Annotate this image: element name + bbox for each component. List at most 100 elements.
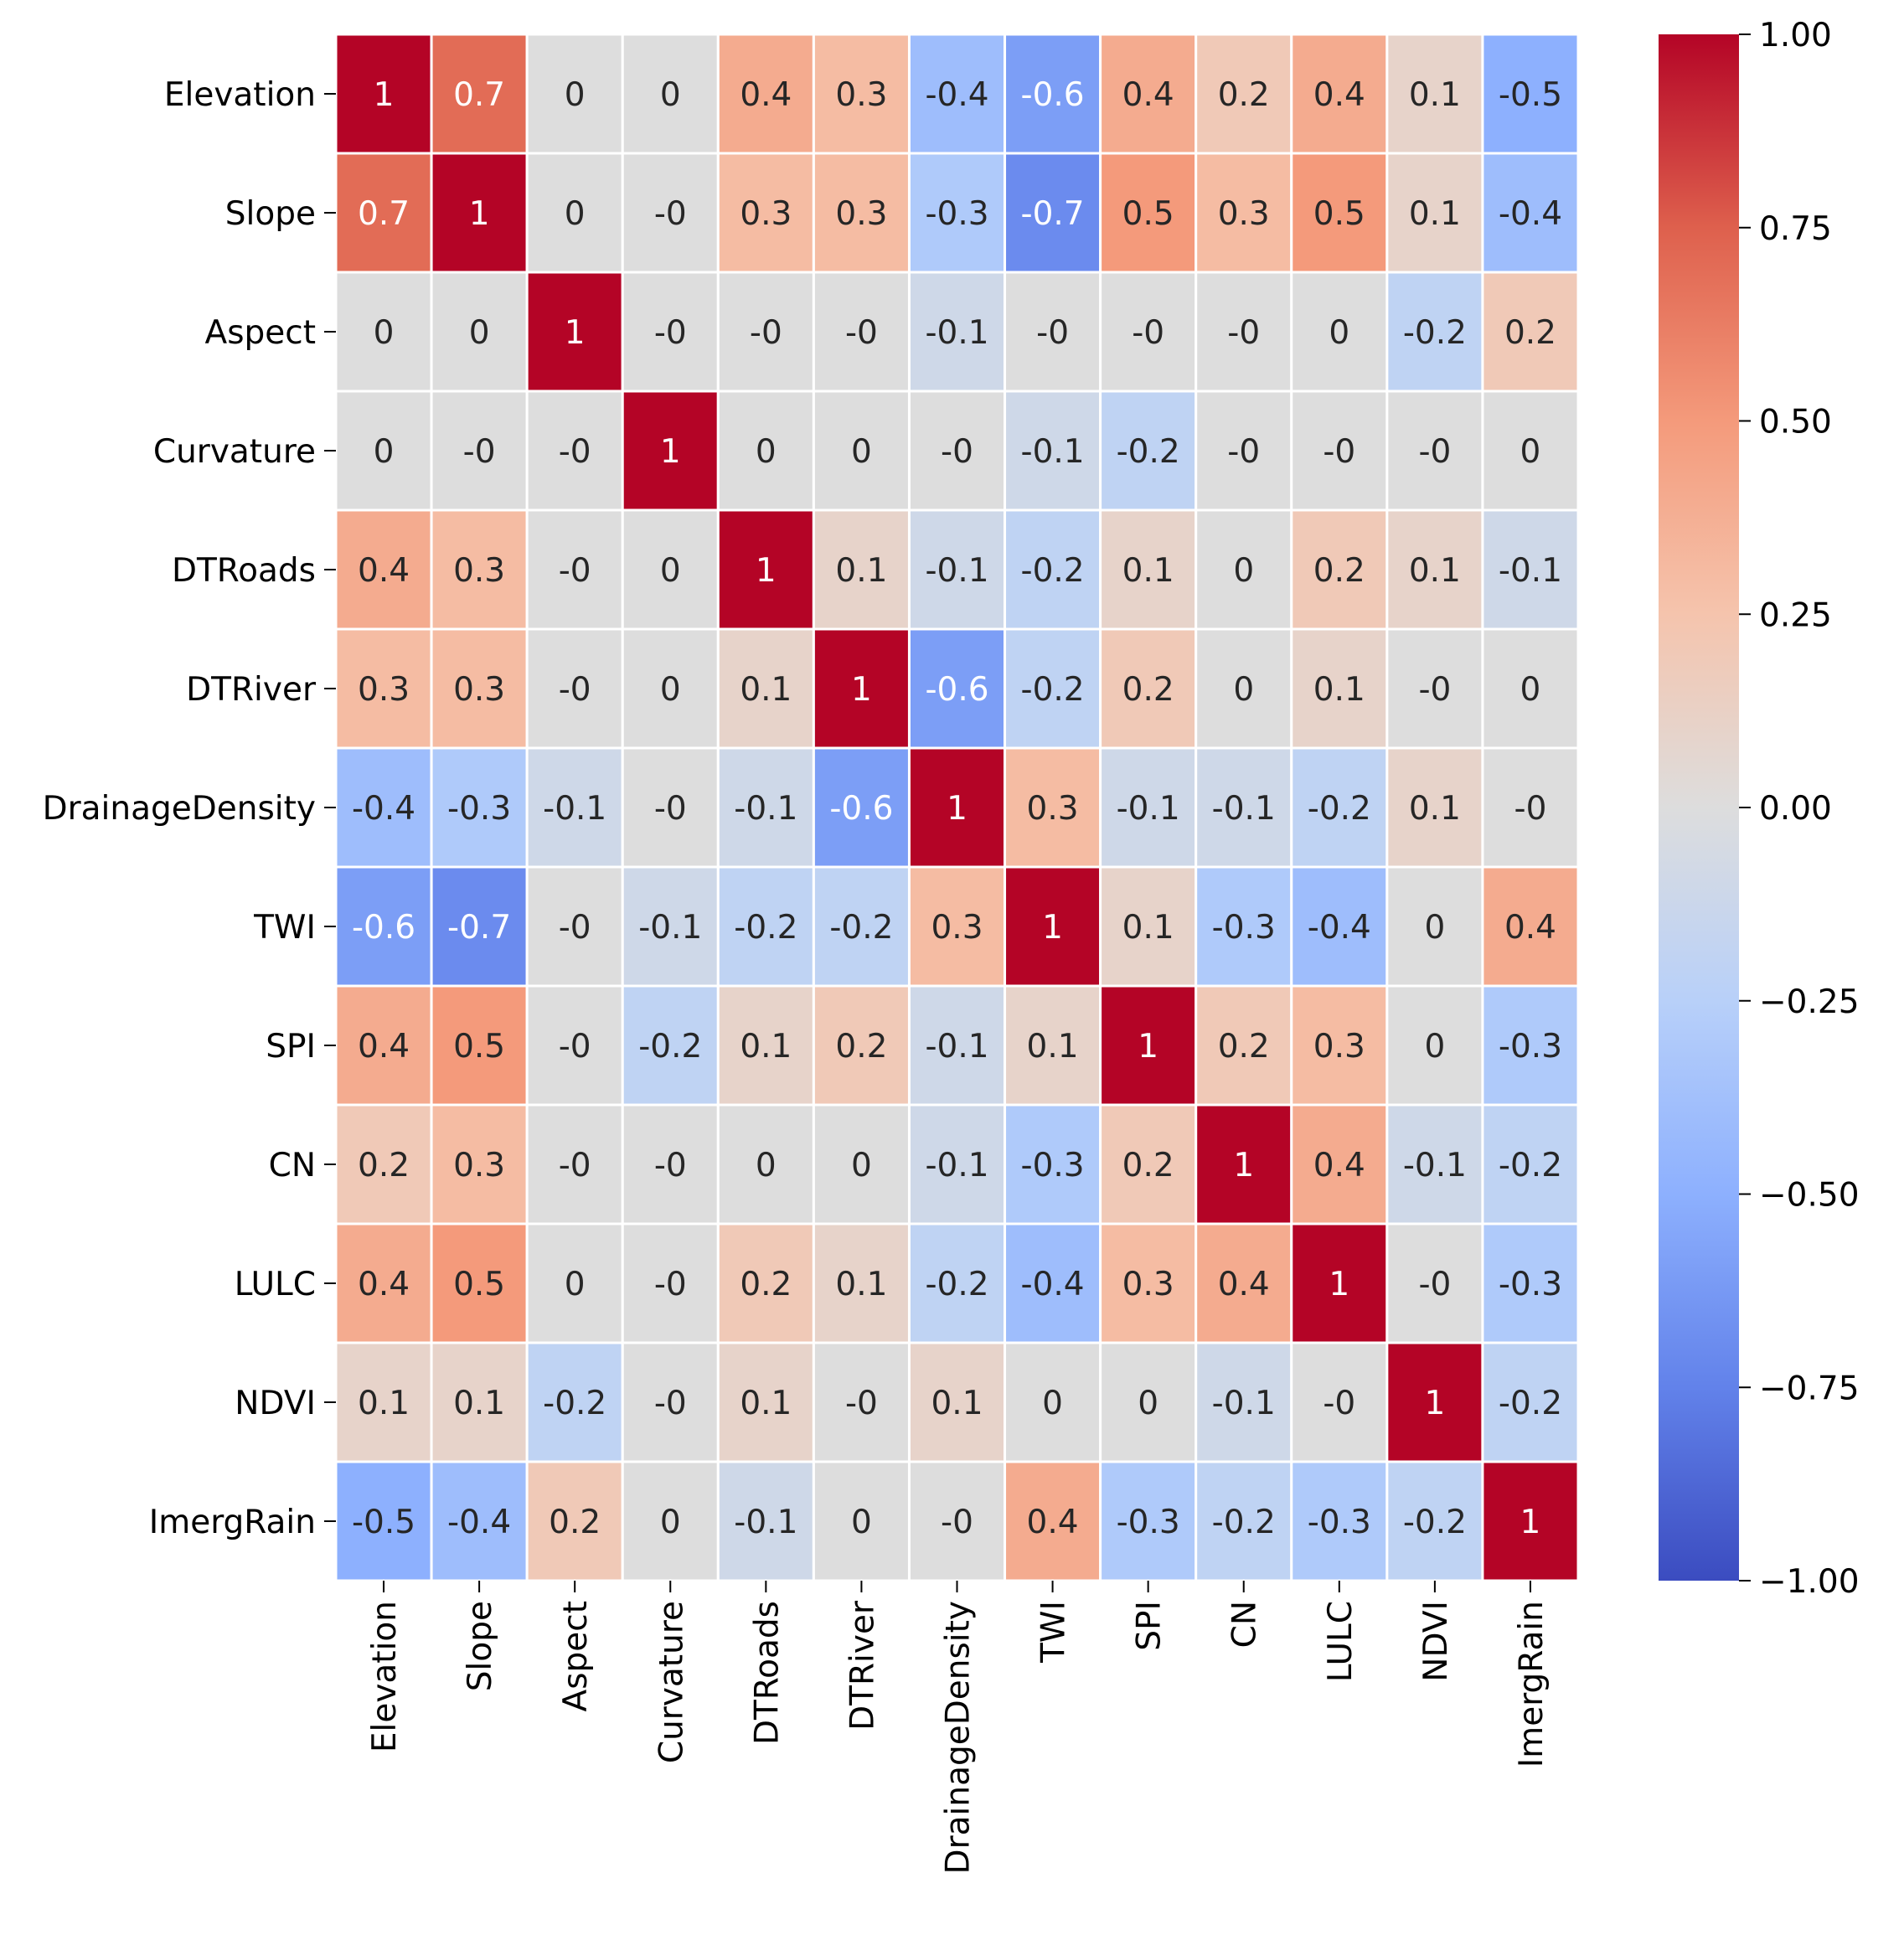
cell-value-label: 1: [851, 671, 872, 709]
cell-value-label: -0.1: [734, 1504, 797, 1541]
cell-value-label: 0: [1424, 1028, 1445, 1066]
cell-value-label: 0.7: [358, 195, 410, 233]
heatmap-cell: [621, 1460, 720, 1582]
heatmap-cell: [621, 1222, 720, 1344]
cell-value-label: -0.1: [1403, 1147, 1467, 1184]
cell-value-label: 0.1: [358, 1385, 410, 1422]
cell-value-label: -0: [654, 1147, 687, 1184]
cell-value-label: 0.5: [1122, 195, 1174, 233]
cell-value-label: -0.4: [1499, 195, 1562, 233]
cell-value-label: -0.1: [734, 790, 797, 828]
heatmap-cell: [430, 1341, 529, 1463]
x-tick-label: SPI: [1131, 1601, 1169, 1651]
heatmap-cell: [1099, 1222, 1198, 1344]
cell-value-label: 0.1: [1122, 552, 1174, 590]
cell-value-label: 0.3: [1027, 790, 1079, 828]
cell-value-label: 0.3: [453, 552, 505, 590]
heatmap-cell: [525, 508, 624, 631]
cell-value-label: -0.6: [352, 909, 415, 947]
cell-value-label: -0.2: [1403, 314, 1467, 352]
heatmap-cell: [621, 984, 720, 1107]
cell-value-label: -0.1: [1021, 433, 1085, 471]
cell-value-label: 0.1: [1409, 76, 1461, 114]
cell-value-label: -0.6: [925, 671, 988, 709]
heatmap-cell: [621, 508, 720, 631]
cell-value-label: 1: [1138, 1028, 1158, 1066]
cell-value-label: -0.2: [1021, 671, 1085, 709]
cell-value-label: -0: [1227, 314, 1260, 352]
heatmap-cell: [1481, 1222, 1580, 1344]
cell-value-label: -0.7: [447, 909, 511, 947]
cell-value-label: 0.1: [453, 1385, 505, 1422]
cell-value-label: 0: [1520, 671, 1541, 709]
cell-value-label: 0.2: [1313, 552, 1365, 590]
heatmap-cell: [1385, 865, 1484, 988]
heatmap-cell: [1290, 984, 1389, 1107]
cell-value-label: 1: [1233, 1147, 1254, 1184]
heatmap-cell: [1481, 627, 1580, 750]
cell-value-label: 0: [1233, 671, 1254, 709]
heatmap-cell: [525, 390, 624, 512]
cell-value-label: 0: [756, 433, 777, 471]
heatmap-cell: [907, 390, 1007, 512]
cell-value-label: 0.7: [453, 76, 505, 114]
heatmap-cell: [716, 271, 815, 393]
cell-value-label: 0.1: [835, 1266, 887, 1303]
heatmap-cell: [430, 271, 529, 393]
cell-value-label: 0.1: [1122, 909, 1174, 947]
cell-value-label: -0.5: [352, 1504, 415, 1541]
cell-value-label: -0.1: [925, 1147, 988, 1184]
x-tick-label: DTRoads: [748, 1601, 786, 1745]
cell-value-label: -0.2: [1212, 1504, 1276, 1541]
cell-value-label: 0.2: [1218, 1028, 1270, 1066]
heatmap-cell: [716, 865, 815, 988]
cell-value-label: 0.1: [740, 1385, 792, 1422]
heatmap-cell: [1195, 390, 1293, 512]
heatmap-cells: 1 0.7 0 0 0.4 0.3 -0.4 -0.6 0.4 0.2 0.4 0.1 -0.5 0.7 1…: [334, 33, 1580, 1582]
heatmap-cell: [334, 1460, 433, 1582]
cell-value-label: -0.3: [1499, 1266, 1562, 1303]
cell-value-label: 1: [565, 314, 586, 352]
y-tick-label: TWI: [253, 909, 316, 947]
heatmap-cell: [525, 271, 624, 393]
cell-value-label: -0.2: [1021, 552, 1085, 590]
heatmap-cell: [1195, 152, 1293, 274]
cell-value-label: 0: [565, 195, 586, 233]
cell-value-label: 0.5: [453, 1266, 505, 1303]
cell-value-label: 0.4: [1504, 909, 1556, 947]
cell-value-label: 0.2: [549, 1504, 601, 1541]
x-tick-label: LULC: [1322, 1601, 1360, 1682]
x-tick-label: Elevation: [366, 1601, 404, 1752]
cell-value-label: 1: [756, 552, 777, 590]
cell-value-label: 0: [660, 1504, 681, 1541]
heatmap-cell: [621, 1341, 720, 1463]
heatmap-cell: [716, 1103, 815, 1226]
heatmap-cell: [621, 746, 720, 869]
cell-value-label: -0: [1132, 314, 1164, 352]
cell-value-label: -0: [654, 1385, 687, 1422]
cell-value-label: 0.1: [1027, 1028, 1079, 1066]
heatmap-cell: [525, 984, 624, 1107]
y-tick-label: ImergRain: [149, 1504, 316, 1541]
cell-value-label: 0.4: [358, 1266, 410, 1303]
heatmap-cell: [1290, 390, 1389, 512]
cell-value-label: 1: [1329, 1266, 1349, 1303]
cell-value-label: -0.1: [1212, 790, 1276, 828]
heatmap-cell: [907, 1341, 1007, 1463]
colorbar-tick-label: −0.50: [1759, 1177, 1860, 1215]
heatmap-cell: [907, 508, 1007, 631]
x-tick-label: DTRiver: [844, 1600, 881, 1731]
cell-value-label: -0: [1323, 1385, 1355, 1422]
cell-value-label: -0.4: [352, 790, 415, 828]
heatmap-cell: [621, 627, 720, 750]
heatmap-cell: [812, 1460, 911, 1582]
heatmap-cell: [430, 33, 529, 155]
cell-value-label: -0.3: [1499, 1028, 1562, 1066]
heatmap-cell: [1481, 390, 1580, 512]
cell-value-label: 0.3: [835, 195, 887, 233]
heatmap-cell: [430, 627, 529, 750]
heatmap-cell: [1099, 627, 1198, 750]
cell-value-label: -0.3: [1212, 909, 1276, 947]
cell-value-label: 0.3: [1313, 1028, 1365, 1066]
cell-value-label: -0: [559, 552, 591, 590]
